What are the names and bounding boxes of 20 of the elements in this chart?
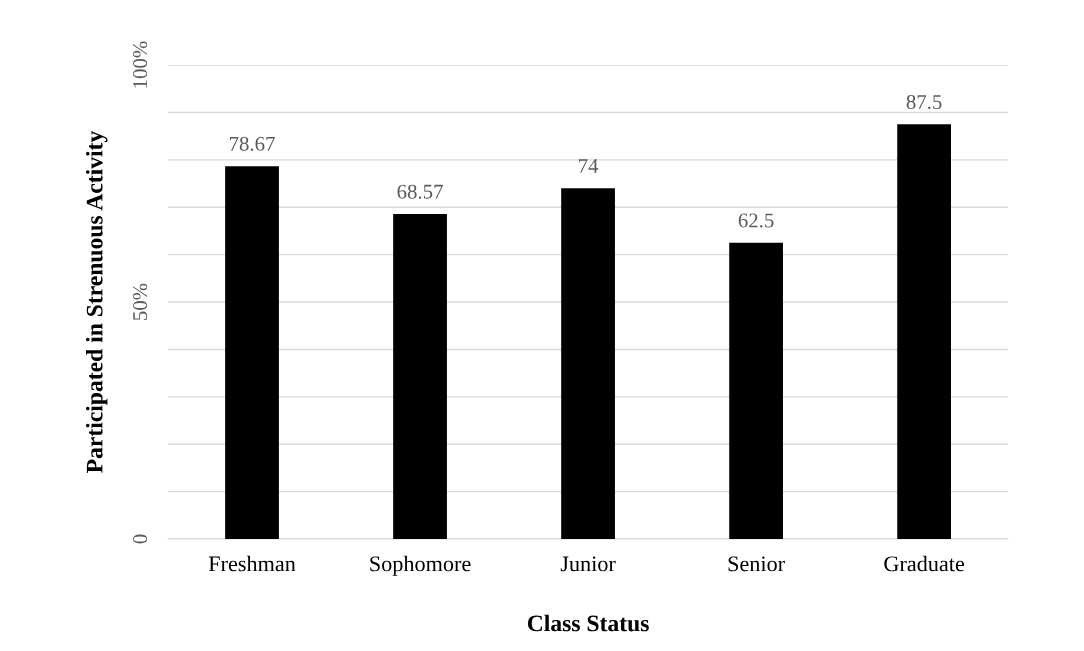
x-tick-label: Sophomore [370, 555, 471, 576]
x-tick-label: Junior [560, 556, 616, 572]
data-label: 78.67 [229, 136, 275, 151]
bar [393, 214, 447, 540]
y-tick-label: 100% [133, 41, 148, 88]
y-tick-label: 0 [133, 534, 148, 544]
bar [729, 242, 783, 540]
bar [897, 124, 951, 540]
y-axis-title: Participated in Strenuous Activity [85, 130, 108, 473]
y-tick-label: 50% [133, 283, 148, 320]
bar [225, 166, 279, 540]
data-label: 74 [579, 159, 599, 173]
data-label: 68.57 [397, 184, 443, 199]
x-tick-label: Senior [728, 556, 785, 572]
x-tick-label: Freshman [208, 555, 296, 572]
bar [561, 188, 615, 540]
data-label: 62.5 [738, 213, 774, 228]
data-label: 87.5 [906, 94, 942, 110]
x-axis-title: Class Status [527, 614, 649, 632]
x-tick-label: Graduate [884, 555, 965, 572]
